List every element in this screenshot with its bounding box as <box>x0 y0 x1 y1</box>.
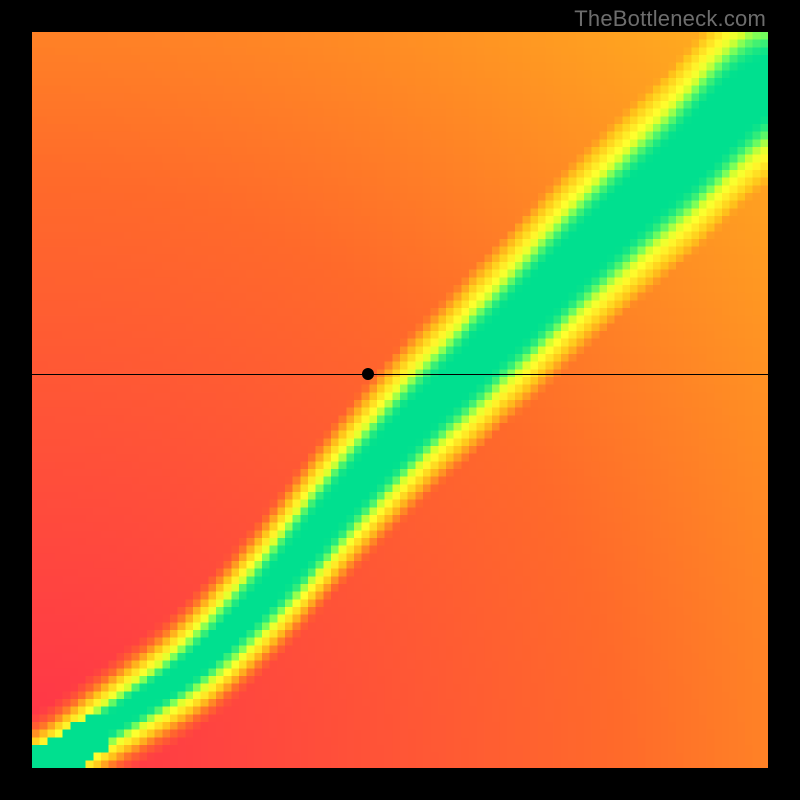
chart-root: TheBottleneck.com <box>0 0 800 800</box>
watermark-text: TheBottleneck.com <box>574 6 766 32</box>
crosshair-horizontal <box>32 374 768 375</box>
heatmap-canvas <box>32 32 768 768</box>
crosshair-marker <box>362 368 374 380</box>
heatmap-plot <box>32 32 768 768</box>
